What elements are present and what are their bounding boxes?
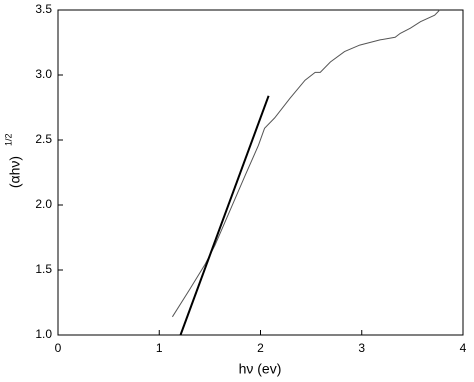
y-tick-label: 3.0 <box>35 67 52 81</box>
x-tick-label: 4 <box>460 341 467 355</box>
y-tick-label: 3.5 <box>35 2 52 16</box>
x-tick-label: 0 <box>55 341 62 355</box>
y-tick-label: 1.5 <box>35 262 52 276</box>
x-tick-label: 3 <box>358 341 365 355</box>
x-tick-label: 2 <box>257 341 264 355</box>
x-axis-label: hν (ev) <box>239 361 282 377</box>
y-tick-label: 2.5 <box>35 132 52 146</box>
plot-frame <box>57 9 464 336</box>
y-tick-label: 2.0 <box>35 197 52 211</box>
y-axis-label-superscript: 1/2 <box>3 133 13 146</box>
data-line <box>179 95 270 336</box>
y-axis-label-group: (αhν) 1/2 <box>3 133 22 188</box>
x-tick-label: 1 <box>156 341 163 355</box>
y-tick-label: 1.0 <box>35 327 52 341</box>
data-line <box>171 9 441 318</box>
y-axis-label: (αhν) <box>7 156 23 188</box>
